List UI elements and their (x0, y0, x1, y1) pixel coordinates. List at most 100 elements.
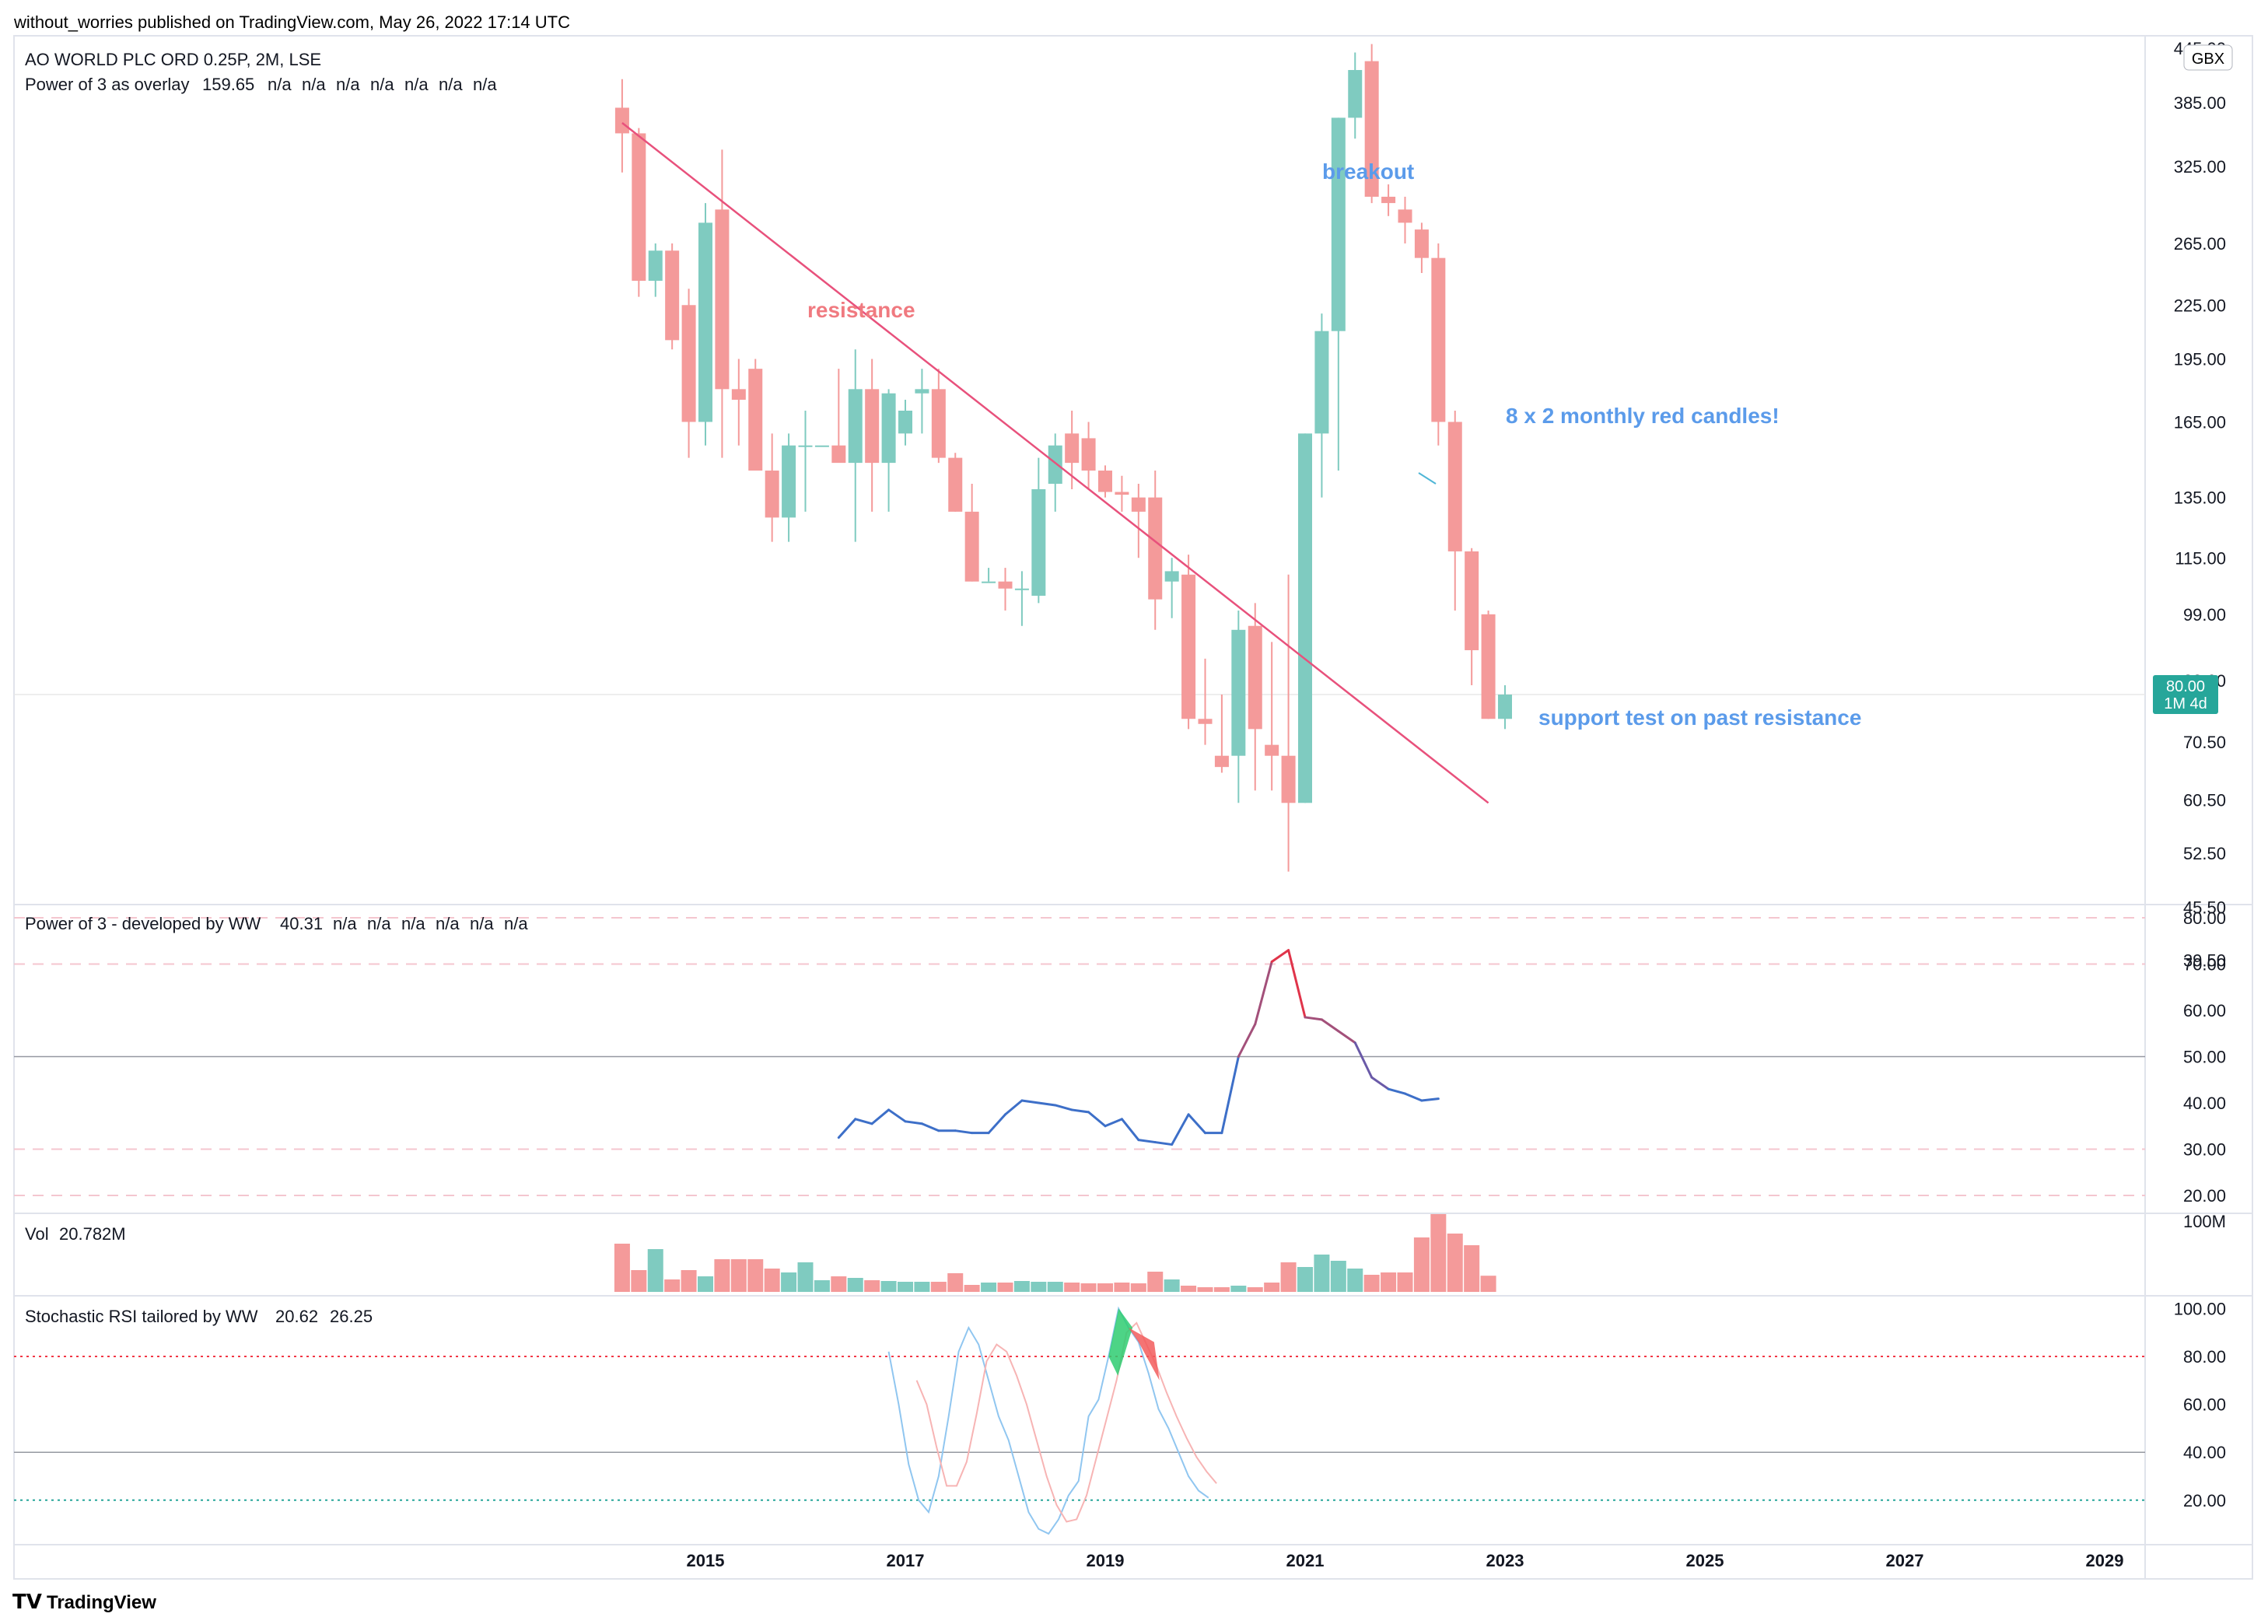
overlay-na-value: n/a (302, 75, 326, 94)
price-tick-label: 60.50 (2183, 790, 2226, 810)
power-of-3-segment (854, 1118, 873, 1125)
power-of-3-segment (1353, 1041, 1374, 1079)
volume-bar (1447, 1234, 1463, 1292)
power-of-3-pane[interactable]: 80.00 70.00 60.00 50.00 40.00 30.00 20.00 (14, 908, 2226, 1206)
time-axis[interactable]: 2015 2017 2019 2021 2023 2025 2027 2029 (687, 1551, 2124, 1570)
candle-body (798, 445, 813, 447)
stoch-tick-label: 80.00 (2183, 1347, 2226, 1367)
power-of-3-segment (1087, 1111, 1107, 1128)
candle-body (881, 393, 896, 464)
price-pane[interactable]: 720.00600.00520.00445.00385.00325.00265.… (14, 0, 2226, 971)
volume-bar (947, 1273, 964, 1292)
candle-body (1465, 551, 1479, 650)
currency-badge[interactable] (2183, 44, 2233, 71)
candle-body (1298, 433, 1312, 803)
volume-bar (698, 1276, 713, 1292)
publish-line: without_worries published on TradingView… (13, 12, 570, 32)
power-of-3-segment (1187, 1113, 1206, 1135)
volume-bar (1347, 1269, 1363, 1292)
pane2-tick-label: 40.00 (2183, 1094, 2226, 1113)
tradingview-logo: 𝗧𝗩 (12, 1590, 42, 1613)
x-tick-label: 2017 (887, 1551, 925, 1570)
volume-tick-label: 100M (2183, 1212, 2226, 1231)
power-of-3-segment (1104, 1118, 1123, 1128)
candle-body (1081, 438, 1096, 471)
candle-body (681, 305, 696, 422)
candle-body (1098, 471, 1112, 492)
candle-body (998, 581, 1013, 589)
stoch-tick-label: 100.00 (2174, 1299, 2226, 1318)
candle-body (614, 107, 629, 134)
candle-body (1498, 695, 1512, 719)
volume-bar (681, 1270, 697, 1292)
volume-bar (714, 1259, 730, 1292)
volume-bar (1363, 1275, 1380, 1292)
volume-bar (1314, 1255, 1330, 1292)
volume-bar (1397, 1272, 1413, 1292)
stoch-rsi-pane[interactable]: 100.00 80.00 60.00 40.00 20.00 (14, 1299, 2226, 1535)
pane2-na-value: n/a (470, 914, 494, 933)
resistance-trendline[interactable] (621, 122, 1489, 804)
pane2-tick-label: 50.00 (2183, 1048, 2226, 1067)
volume-pane[interactable]: 100M (614, 1212, 2226, 1292)
volume-bar (1280, 1262, 1297, 1292)
power-of-3-segment (1270, 949, 1290, 964)
pane2-tick-label: 20.00 (2183, 1186, 2226, 1206)
power-of-3-segment (1237, 1023, 1257, 1058)
price-tick-label: 45.50 (2183, 898, 2226, 917)
power-of-3-segment (1120, 1118, 1140, 1142)
annotation-resistance: resistance (807, 298, 915, 322)
candle-body (1164, 571, 1179, 582)
power-of-3-segment (920, 1122, 940, 1132)
volume-bar (997, 1283, 1013, 1292)
annotation-support: support test on past resistance (1538, 705, 1861, 730)
price-tick-label: 265.00 (2174, 234, 2226, 254)
pane2-na-value: n/a (436, 914, 460, 933)
power-of-3-segment (1304, 1016, 1323, 1021)
power-of-3-segment (1137, 1139, 1157, 1144)
candle-body (782, 445, 796, 518)
volume-bar (1247, 1287, 1263, 1292)
annotation-tick-mark (1418, 472, 1437, 485)
volume-bar (647, 1249, 663, 1292)
power-of-3-segment (1220, 1055, 1240, 1135)
volume-bar (1114, 1283, 1130, 1292)
power-of-3-segment (904, 1120, 923, 1125)
stoch-tick-label: 40.00 (2183, 1443, 2226, 1462)
stoch-tick-label: 20.00 (2183, 1491, 2226, 1510)
pane4-value-d: 26.25 (330, 1307, 373, 1326)
candle-body (865, 389, 880, 464)
volume-bar (1064, 1283, 1080, 1292)
candle-body (1248, 625, 1262, 730)
price-tag-value: 80.00 (2166, 678, 2205, 695)
candle-body (1447, 422, 1462, 551)
volume-bar (1181, 1286, 1197, 1292)
candle-body (964, 511, 979, 582)
volume-bar (1264, 1283, 1280, 1292)
volume-bar (880, 1281, 897, 1292)
candle-body (1348, 70, 1363, 118)
power-of-3-segment (1037, 1101, 1057, 1107)
power-of-3-segment (1004, 1099, 1024, 1116)
power-of-3-segment (1320, 1018, 1340, 1033)
volume-bar (1480, 1276, 1496, 1292)
candle-body (1481, 614, 1496, 719)
volume-bar (914, 1282, 930, 1292)
x-tick-label: 2019 (1087, 1551, 1125, 1570)
candle-body (1181, 574, 1196, 719)
pane2-na-value: n/a (401, 914, 425, 933)
power-of-3-segment (1404, 1092, 1423, 1102)
candle-body (1115, 492, 1129, 495)
volume-bar (664, 1279, 681, 1292)
volume-bar (831, 1276, 847, 1292)
pane2-na-value: n/a (333, 914, 357, 933)
candle-body (1414, 229, 1429, 258)
pane2-value: 40.31 (280, 914, 323, 933)
price-tick-label: 195.00 (2174, 350, 2226, 369)
candle-body (1398, 209, 1412, 223)
price-tag[interactable] (2153, 675, 2218, 714)
candle-body (1431, 257, 1446, 422)
candle-body (698, 222, 712, 422)
volume-bar (1213, 1287, 1230, 1292)
